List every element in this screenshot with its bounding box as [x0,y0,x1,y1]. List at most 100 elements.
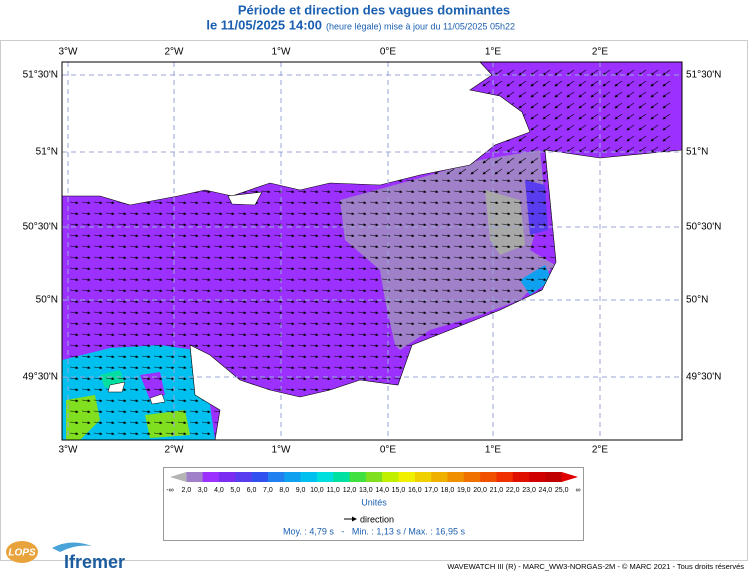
arrow [225,333,235,337]
arrow [513,256,523,260]
arrow [117,355,127,359]
arrow [405,245,415,249]
arrow [93,311,103,315]
arrow [369,201,379,205]
arrow [554,146,563,153]
arrow [225,289,235,293]
arrow [506,69,515,76]
arrow [153,256,163,260]
arrow [369,344,379,348]
arrow [590,124,599,131]
arrow [93,322,103,326]
bar-label: 19,0 [457,487,471,494]
arrow [225,256,235,260]
arrow [465,300,475,304]
arrow [69,322,79,326]
arrow [465,212,475,216]
arrow [345,223,355,227]
lat-label: 50°N [36,295,58,306]
arrow [554,124,563,131]
lon-label: 0°E [380,445,397,456]
arrow [518,146,527,153]
arrow [525,267,535,271]
arrow [165,344,175,348]
arrow [213,355,223,359]
arrow [81,223,91,227]
arrow [117,278,127,282]
arrow [285,300,295,304]
arrow [453,311,463,315]
arrow [225,344,235,348]
arrow [441,201,451,205]
arrow [321,355,331,359]
arrow [141,256,151,260]
bar-segment [463,472,481,482]
arrow [650,146,659,153]
arrow [614,146,623,153]
arrow [369,278,379,282]
arrow [69,289,79,293]
arrow [393,212,403,216]
arrow [566,91,575,98]
arrow [614,102,623,109]
arrow [129,377,139,381]
arrow [477,267,487,271]
ifremer-logo [52,542,92,552]
arrow [393,256,403,260]
arrow [465,234,475,238]
arrow [405,322,415,326]
arrow [249,267,259,271]
arrow [321,201,331,205]
arrow [369,234,379,238]
bar-segment [431,472,448,482]
arrow [297,355,307,359]
arrow [321,190,331,194]
arrow [537,267,547,271]
lat-label: 50°N [686,295,708,306]
arrow [237,333,247,337]
arrow [249,234,259,238]
arrow [513,234,523,238]
arrow [393,322,403,326]
arrow [297,366,307,370]
arrow [237,212,247,216]
arrow [189,278,199,282]
arrow [285,322,295,326]
arrow [566,69,575,76]
arrow [165,223,175,227]
arrow [405,190,415,194]
arrow [506,168,515,175]
arrow [213,322,223,326]
arrow [105,366,115,370]
arrow [321,212,331,216]
arrow [309,223,319,227]
arrow [285,201,295,205]
arrow [321,300,331,304]
arrow [501,267,511,271]
arrow [501,300,511,304]
arrow [381,212,391,216]
arrow [602,124,611,131]
arrow [554,102,563,109]
arrow [417,300,427,304]
arrow [369,311,379,315]
arrow [614,124,623,131]
arrow [309,366,319,370]
arrow [369,256,379,260]
arrow [345,300,355,304]
bar-segment [496,472,514,482]
arrow [494,146,503,153]
arrow [213,333,223,337]
arrow [177,311,187,315]
arrow [489,201,499,205]
arrow [309,322,319,326]
arrow [626,113,635,120]
arrow [381,366,391,370]
arrow [225,322,235,326]
bar-label: 3,0 [198,487,208,494]
arrow [81,267,91,271]
arrow [141,212,151,216]
arrow [141,289,151,293]
arrow [357,366,367,370]
